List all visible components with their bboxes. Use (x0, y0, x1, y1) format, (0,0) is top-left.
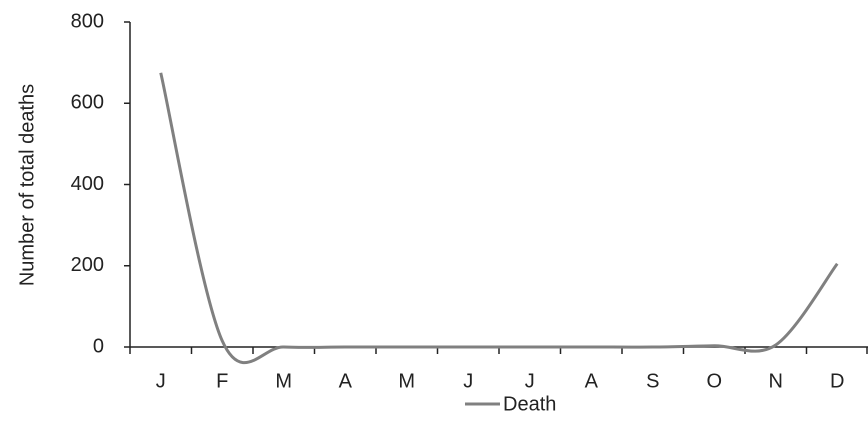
x-tick-label: J (463, 370, 473, 392)
y-axis-label: Number of total deaths (16, 84, 38, 286)
x-tick-label: N (769, 370, 783, 392)
y-tick-label: 600 (71, 92, 104, 114)
x-tick-label: S (646, 370, 659, 392)
x-tick-label: J (525, 370, 535, 392)
x-tick-label: J (156, 370, 166, 392)
line-series (159, 72, 839, 365)
y-tick-label: 400 (71, 173, 104, 195)
x-tick-label: O (706, 370, 722, 392)
legend-label: Death (503, 393, 556, 415)
y-tick-label: 0 (93, 335, 104, 357)
x-tick-label: A (339, 370, 353, 392)
x-tick-label: M (275, 370, 292, 392)
x-tick-label: M (398, 370, 415, 392)
x-tick-label: D (830, 370, 844, 392)
x-tick-label: A (585, 370, 599, 392)
x-tick-label: F (216, 370, 228, 392)
y-tick-label: 800 (71, 10, 104, 32)
y-tick-label: 200 (71, 254, 104, 276)
